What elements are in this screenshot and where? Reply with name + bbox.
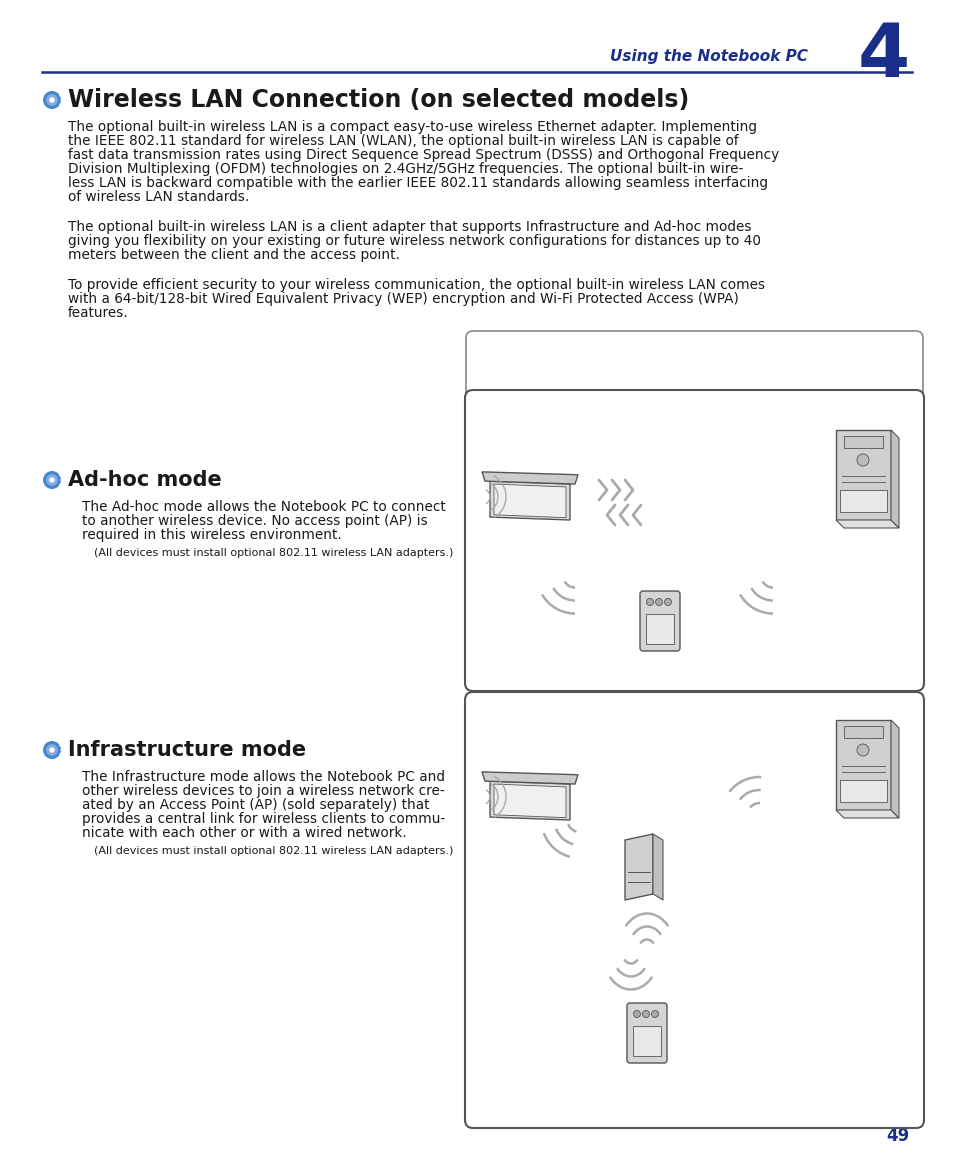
- Text: Access
Point: Access Point: [679, 900, 721, 929]
- Text: provides a central link for wireless clients to commu-: provides a central link for wireless cli…: [82, 812, 445, 826]
- Text: Division Multiplexing (OFDM) technologies on 2.4GHz/5GHz frequencies. The option: Division Multiplexing (OFDM) technologie…: [68, 162, 742, 176]
- Circle shape: [50, 97, 54, 103]
- Text: (All devices must install optional 802.11 wireless LAN adapters.): (All devices must install optional 802.1…: [94, 845, 453, 856]
- Polygon shape: [652, 834, 662, 900]
- Circle shape: [655, 598, 661, 605]
- Text: giving you flexibility on your existing or future wireless network configuration: giving you flexibility on your existing …: [68, 234, 760, 248]
- Text: The Infrastructure mode allows the Notebook PC and: The Infrastructure mode allows the Noteb…: [82, 770, 444, 784]
- Circle shape: [646, 598, 653, 605]
- Circle shape: [856, 454, 868, 465]
- Circle shape: [664, 598, 671, 605]
- Text: required in this wireless environment.: required in this wireless environment.: [82, 528, 341, 542]
- FancyBboxPatch shape: [464, 692, 923, 1128]
- FancyBboxPatch shape: [626, 1003, 666, 1063]
- Circle shape: [633, 1011, 639, 1018]
- Circle shape: [43, 471, 61, 489]
- Text: Desktop PC: Desktop PC: [828, 412, 899, 425]
- Circle shape: [50, 747, 54, 753]
- Text: Wireless LAN Connection (on selected models): Wireless LAN Connection (on selected mod…: [68, 88, 688, 112]
- Circle shape: [50, 477, 54, 483]
- Circle shape: [856, 744, 868, 757]
- FancyBboxPatch shape: [464, 390, 923, 691]
- Bar: [843, 726, 882, 738]
- Polygon shape: [624, 834, 652, 900]
- Text: meters between the client and the access point.: meters between the client and the access…: [68, 248, 399, 262]
- Polygon shape: [494, 784, 565, 818]
- Text: of wireless LAN standards.: of wireless LAN standards.: [68, 191, 249, 204]
- Text: Desktop PC: Desktop PC: [828, 714, 899, 726]
- Circle shape: [46, 95, 58, 106]
- Text: PDA: PDA: [669, 1082, 695, 1095]
- Bar: [645, 614, 673, 644]
- Polygon shape: [890, 720, 898, 818]
- Text: Ad-hoc mode: Ad-hoc mode: [68, 470, 221, 490]
- Polygon shape: [890, 430, 898, 528]
- Circle shape: [46, 744, 58, 755]
- Polygon shape: [481, 472, 578, 484]
- Bar: [840, 490, 886, 512]
- Polygon shape: [835, 430, 890, 520]
- FancyBboxPatch shape: [639, 591, 679, 651]
- Text: The optional built-in wireless LAN is a compact easy-to-use wireless Ethernet ad: The optional built-in wireless LAN is a …: [68, 120, 757, 134]
- Circle shape: [651, 1011, 658, 1018]
- Text: The optional built-in wireless LAN is a client adapter that supports Infrastruct: The optional built-in wireless LAN is a …: [68, 219, 751, 234]
- Text: features.: features.: [68, 306, 129, 320]
- Text: The Ad-hoc mode allows the Notebook PC to connect: The Ad-hoc mode allows the Notebook PC t…: [82, 500, 445, 514]
- Polygon shape: [835, 720, 890, 810]
- Bar: [840, 780, 886, 802]
- Text: Notebook PC: Notebook PC: [490, 412, 568, 425]
- Polygon shape: [490, 482, 569, 520]
- Text: less LAN is backward compatible with the earlier IEEE 802.11 standards allowing : less LAN is backward compatible with the…: [68, 176, 767, 191]
- Circle shape: [43, 742, 61, 759]
- Text: Notebook PC: Notebook PC: [490, 714, 568, 726]
- Text: to another wireless device. No access point (AP) is: to another wireless device. No access po…: [82, 514, 427, 528]
- Polygon shape: [490, 781, 569, 820]
- Text: These are examples of the Notebook PC: These are examples of the Notebook PC: [672, 353, 908, 366]
- Polygon shape: [835, 520, 898, 528]
- Text: with a 64-bit/128-bit Wired Equivalent Privacy (WEP) encryption and Wi-Fi Protec: with a 64-bit/128-bit Wired Equivalent P…: [68, 292, 739, 306]
- FancyBboxPatch shape: [465, 331, 923, 403]
- Circle shape: [641, 1011, 649, 1018]
- Bar: [843, 435, 882, 448]
- Polygon shape: [835, 810, 898, 818]
- Polygon shape: [494, 484, 565, 517]
- Text: 4: 4: [857, 20, 909, 94]
- Text: fast data transmission rates using Direct Sequence Spread Spectrum (DSSS) and Or: fast data transmission rates using Direc…: [68, 148, 779, 162]
- Text: 49: 49: [886, 1127, 909, 1145]
- Text: connected to a Wireless Network.: connected to a Wireless Network.: [672, 367, 870, 380]
- Text: (All devices must install optional 802.11 wireless LAN adapters.): (All devices must install optional 802.1…: [94, 547, 453, 558]
- Text: Infrastructure mode: Infrastructure mode: [68, 740, 306, 760]
- Text: Using the Notebook PC: Using the Notebook PC: [609, 50, 807, 65]
- Text: the IEEE 802.11 standard for wireless LAN (WLAN), the optional built-in wireless: the IEEE 802.11 standard for wireless LA…: [68, 134, 738, 148]
- Text: other wireless devices to join a wireless network cre-: other wireless devices to join a wireles…: [82, 784, 444, 798]
- Polygon shape: [481, 772, 578, 784]
- Circle shape: [43, 91, 61, 109]
- Text: To provide efficient security to your wireless communication, the optional built: To provide efficient security to your wi…: [68, 278, 764, 292]
- Text: ated by an Access Point (AP) (sold separately) that: ated by an Access Point (AP) (sold separ…: [82, 798, 429, 812]
- Text: nicate with each other or with a wired network.: nicate with each other or with a wired n…: [82, 826, 406, 840]
- Bar: [633, 1027, 660, 1056]
- Circle shape: [46, 475, 58, 486]
- Text: PDA: PDA: [675, 660, 700, 673]
